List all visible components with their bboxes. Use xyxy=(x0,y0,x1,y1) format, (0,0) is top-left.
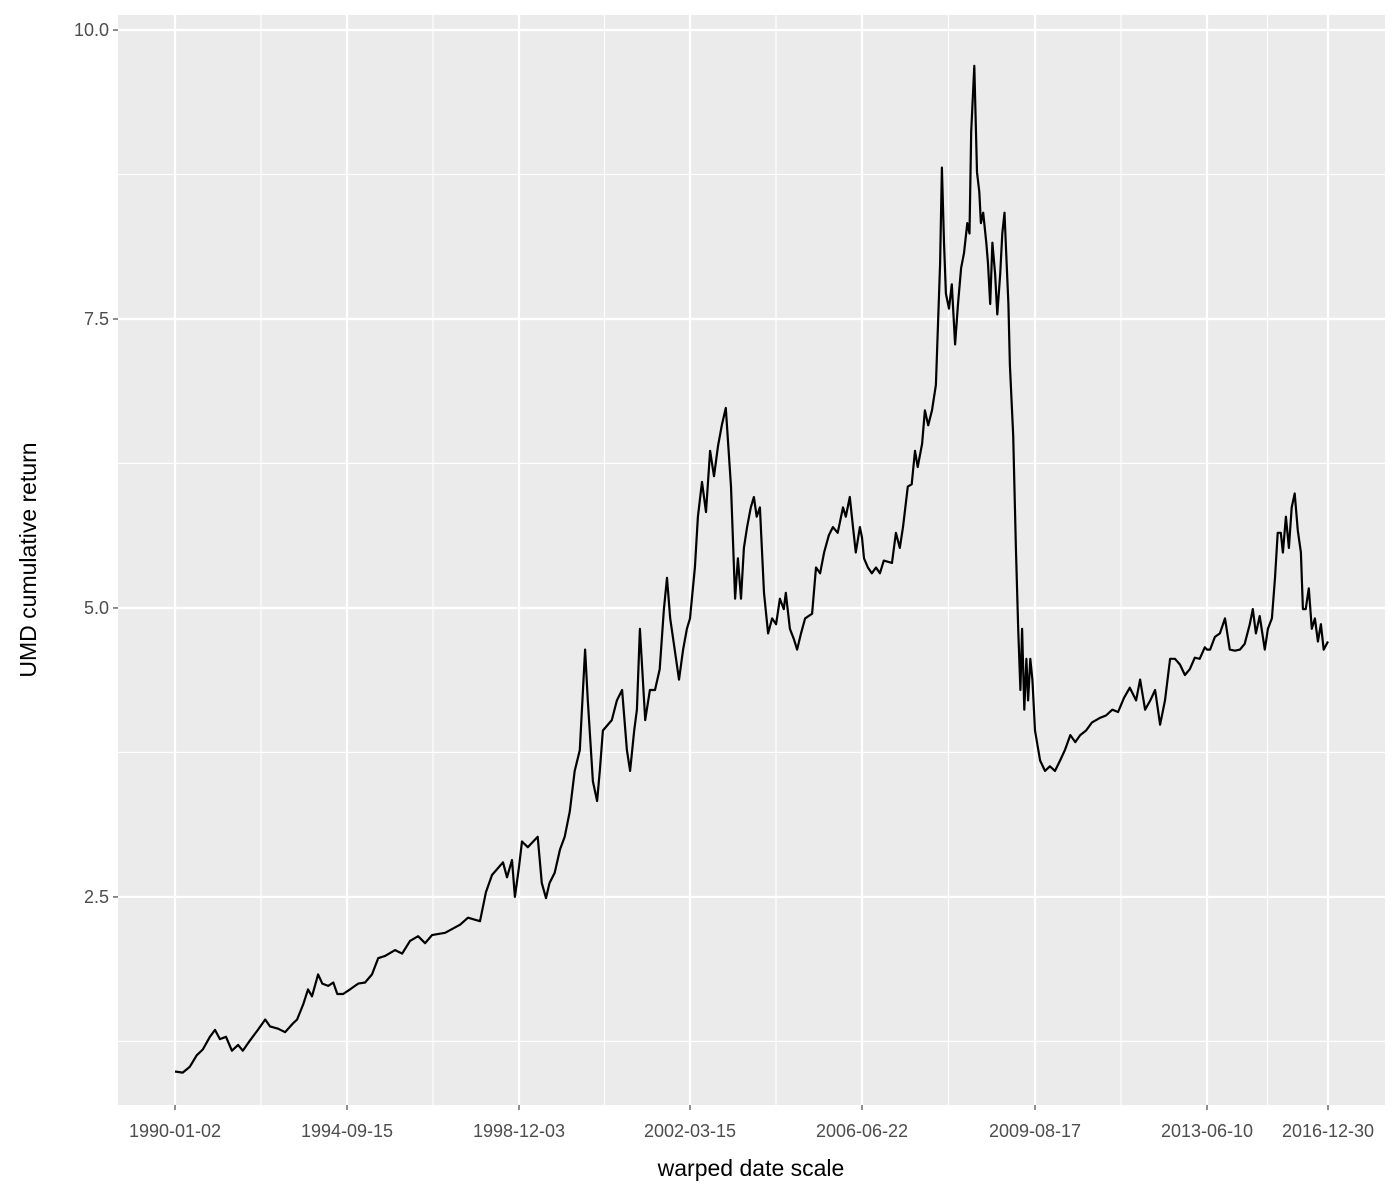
series-line xyxy=(174,64,1329,1074)
y-tick-label: 10.0 xyxy=(74,20,109,40)
x-tick-label: 2009-08-17 xyxy=(989,1121,1081,1141)
minor-gridlines xyxy=(118,15,1385,1105)
y-tick-label: 5.0 xyxy=(84,598,109,618)
plot-panel xyxy=(118,15,1385,1105)
x-tick-label: 2002-03-15 xyxy=(644,1121,736,1141)
x-tick-label: 1990-01-02 xyxy=(129,1121,221,1141)
y-axis: 2.5 5.0 7.5 10.0 xyxy=(74,20,118,907)
y-tick-label: 2.5 xyxy=(84,887,109,907)
x-tick-label: 2006-06-22 xyxy=(816,1121,908,1141)
x-axis-title: warped date scale xyxy=(657,1155,845,1181)
y-tick-label: 7.5 xyxy=(84,309,109,329)
y-axis-title: UMD cumulative return xyxy=(15,442,41,677)
x-tick-label: 2013-06-10 xyxy=(1161,1121,1253,1141)
major-gridlines xyxy=(118,15,1385,1105)
x-tick-label: 2016-12-30 xyxy=(1282,1121,1374,1141)
x-tick-label: 1998-12-03 xyxy=(473,1121,565,1141)
x-tick-label: 1994-09-15 xyxy=(301,1121,393,1141)
x-axis: 1990-01-02 1994-09-15 1998-12-03 2002-03-15… xyxy=(129,1105,1374,1141)
